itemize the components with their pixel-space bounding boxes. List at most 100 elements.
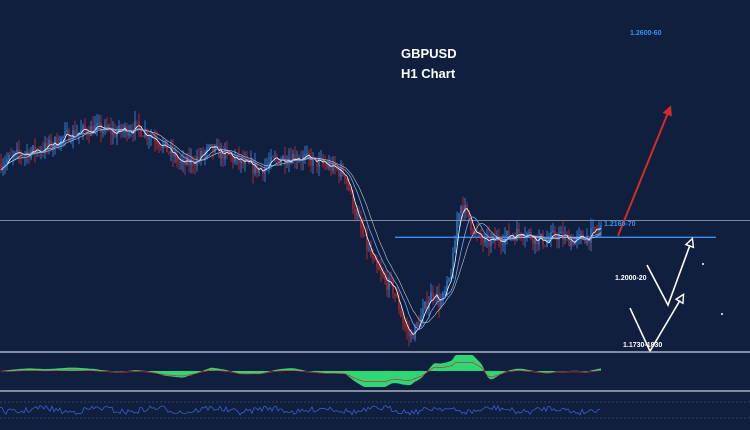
candle-body — [132, 131, 134, 134]
projection-arrow-head — [662, 105, 672, 117]
candle-body — [178, 162, 180, 163]
candle-body — [314, 156, 316, 158]
candle-body — [532, 238, 534, 244]
candle-body — [446, 280, 448, 291]
candle-body — [492, 235, 494, 239]
candle-body — [46, 143, 48, 147]
candle-body — [114, 130, 116, 137]
candle-body — [444, 290, 446, 293]
candle-body — [460, 206, 462, 214]
candle-body — [258, 168, 260, 173]
chart-title: GBPUSD — [401, 46, 457, 61]
candle-body — [352, 191, 354, 210]
candle-body — [226, 148, 228, 152]
candle-body — [550, 232, 552, 240]
candle-body — [370, 248, 372, 257]
candle-body — [362, 227, 364, 235]
candle-body — [284, 156, 286, 165]
candle-body — [142, 136, 144, 138]
candle-body — [138, 121, 140, 128]
candle-body — [18, 149, 20, 154]
candle-body — [462, 206, 464, 213]
marker-dot — [721, 313, 723, 315]
candle-body — [252, 160, 254, 174]
candle-body — [376, 260, 378, 267]
candle-body — [600, 224, 602, 229]
candle-body — [374, 257, 376, 261]
candle-body — [48, 139, 50, 147]
candle-body — [322, 158, 324, 164]
candle-body — [418, 323, 420, 327]
candle-body — [478, 233, 480, 234]
candle-body — [568, 235, 570, 247]
candle-body — [134, 120, 136, 134]
oscillator-line — [0, 404, 601, 416]
candle-body — [116, 132, 118, 137]
candle-body — [188, 156, 190, 165]
candle-body — [500, 241, 502, 245]
candle-body — [596, 230, 598, 232]
candle-body — [240, 158, 242, 164]
candle-body — [484, 237, 486, 243]
candle-body — [176, 153, 178, 163]
candle-body — [154, 137, 156, 142]
candle-body — [230, 155, 232, 156]
candle-body — [210, 144, 212, 146]
candle-body — [32, 145, 34, 152]
candle-body — [254, 163, 256, 174]
candle-body — [74, 130, 76, 137]
candle-body — [466, 205, 468, 211]
candle-body — [560, 231, 562, 234]
candle-body — [14, 152, 16, 155]
candle-body — [222, 149, 224, 160]
candle-body — [540, 233, 542, 237]
candle-body — [304, 154, 306, 156]
candle-body — [180, 161, 182, 163]
candle-body — [302, 155, 304, 162]
candle-body — [456, 220, 458, 241]
projection-arrow — [617, 112, 669, 237]
level-label-4: 1.1730-1830 — [623, 342, 663, 349]
candle-body — [452, 253, 454, 278]
candle-body — [236, 155, 238, 158]
candle-body — [144, 130, 146, 137]
candle-body — [22, 155, 24, 157]
candle-body — [118, 125, 120, 133]
candle-body — [416, 323, 418, 325]
level-label-2: 1.2160-70 — [604, 221, 636, 228]
candle-body — [336, 167, 338, 170]
candle-body — [4, 163, 6, 167]
candle-body — [312, 156, 314, 166]
candle-body — [396, 295, 398, 297]
candle-body — [80, 129, 82, 133]
candle-body — [12, 154, 14, 156]
candle-body — [34, 145, 36, 153]
candle-body — [158, 144, 160, 147]
candle-body — [310, 157, 312, 166]
candle-body — [212, 144, 214, 153]
candle-body — [578, 234, 580, 237]
candle-body — [294, 154, 296, 161]
candle-body — [390, 277, 392, 280]
candle-body — [354, 209, 356, 216]
candle-body — [386, 280, 388, 290]
candle-body — [490, 238, 492, 246]
candle-body — [26, 151, 28, 155]
candle-body — [468, 210, 470, 221]
candle-body — [202, 150, 204, 156]
candle-body — [120, 125, 122, 132]
candle-body — [408, 329, 410, 336]
candle-body — [330, 163, 332, 171]
moving-average-slow — [0, 127, 602, 330]
candle-body — [430, 292, 432, 302]
candle-body — [274, 157, 276, 159]
candle-body — [552, 230, 554, 233]
candle-body — [598, 228, 600, 232]
candle-body — [544, 245, 546, 247]
candle-body — [214, 145, 216, 153]
candle-body — [136, 120, 138, 122]
candle-body — [488, 236, 490, 246]
candle-body — [98, 122, 100, 124]
candle-body — [88, 133, 90, 136]
candle-body — [368, 248, 370, 250]
